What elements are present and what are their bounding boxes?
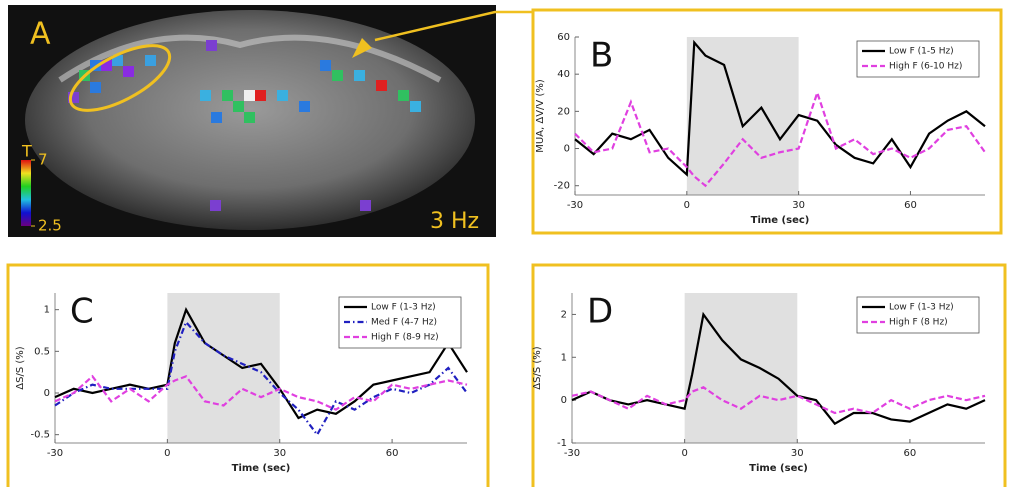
y-axis-label: ΔS/S (%) [532, 346, 543, 389]
y-axis-label: MUA, ΔV/V (%) [535, 79, 546, 153]
panel-letter: D [587, 292, 613, 332]
y-tick-label: 60 [557, 32, 570, 43]
x-axis-label: Time (sec) [232, 463, 291, 474]
y-tick-label: 0 [564, 144, 570, 155]
colorbar-tick-label: 2.5 [38, 217, 62, 235]
x-tick-label: -30 [564, 448, 580, 459]
x-tick-label: 30 [791, 448, 804, 459]
legend-label: High F (8-9 Hz) [371, 333, 439, 343]
image-panel: A T 3 Hz [8, 5, 533, 237]
x-tick-label: 0 [681, 448, 687, 459]
y-tick-label: 40 [557, 69, 570, 80]
panel-letter: A [30, 17, 51, 52]
legend-label: Low F (1-3 Hz) [371, 303, 436, 313]
y-tick-label: 0 [44, 388, 50, 399]
y-tick-label: -0.5 [30, 430, 50, 441]
legend-label: Med F (4-7 Hz) [371, 318, 437, 328]
figure: A T 3 Hz 2.57-200204060-3003060Time (sec… [0, 0, 1015, 487]
y-tick-label: 20 [557, 106, 570, 117]
y-tick-label: 0.5 [34, 346, 50, 357]
colorbar [21, 160, 31, 226]
x-tick-label: 30 [273, 448, 286, 459]
y-axis-label: ΔS/S (%) [15, 346, 26, 389]
legend-label: Low F (1-3 Hz) [889, 303, 954, 313]
colorbar-tick-label: 7 [38, 151, 48, 169]
x-tick-label: 60 [904, 448, 917, 459]
x-tick-label: 0 [684, 200, 690, 211]
x-axis-label: Time (sec) [751, 215, 810, 226]
x-tick-label: 30 [792, 200, 805, 211]
legend-label: High F (6-10 Hz) [889, 62, 962, 72]
image-caption: 3 Hz [430, 209, 479, 234]
panel-letter: B [590, 36, 613, 76]
x-tick-label: 0 [164, 448, 170, 459]
y-tick-label: 2 [561, 309, 567, 320]
legend-label: High F (8 Hz) [889, 318, 948, 328]
y-tick-label: 0 [561, 395, 567, 406]
y-tick-label: 1 [561, 352, 567, 363]
x-tick-label: -30 [567, 200, 583, 211]
stimulus-shade [687, 37, 799, 195]
x-tick-label: -30 [47, 448, 63, 459]
stimulus-shade [685, 293, 798, 443]
panel-letter: C [70, 292, 94, 332]
y-tick-label: -20 [554, 181, 570, 192]
x-tick-label: 60 [386, 448, 399, 459]
legend-label: Low F (1-5 Hz) [889, 47, 954, 57]
y-tick-label: 1 [44, 305, 50, 316]
x-axis-label: Time (sec) [749, 463, 808, 474]
colorbar-title: T [21, 142, 32, 161]
x-tick-label: 60 [904, 200, 917, 211]
